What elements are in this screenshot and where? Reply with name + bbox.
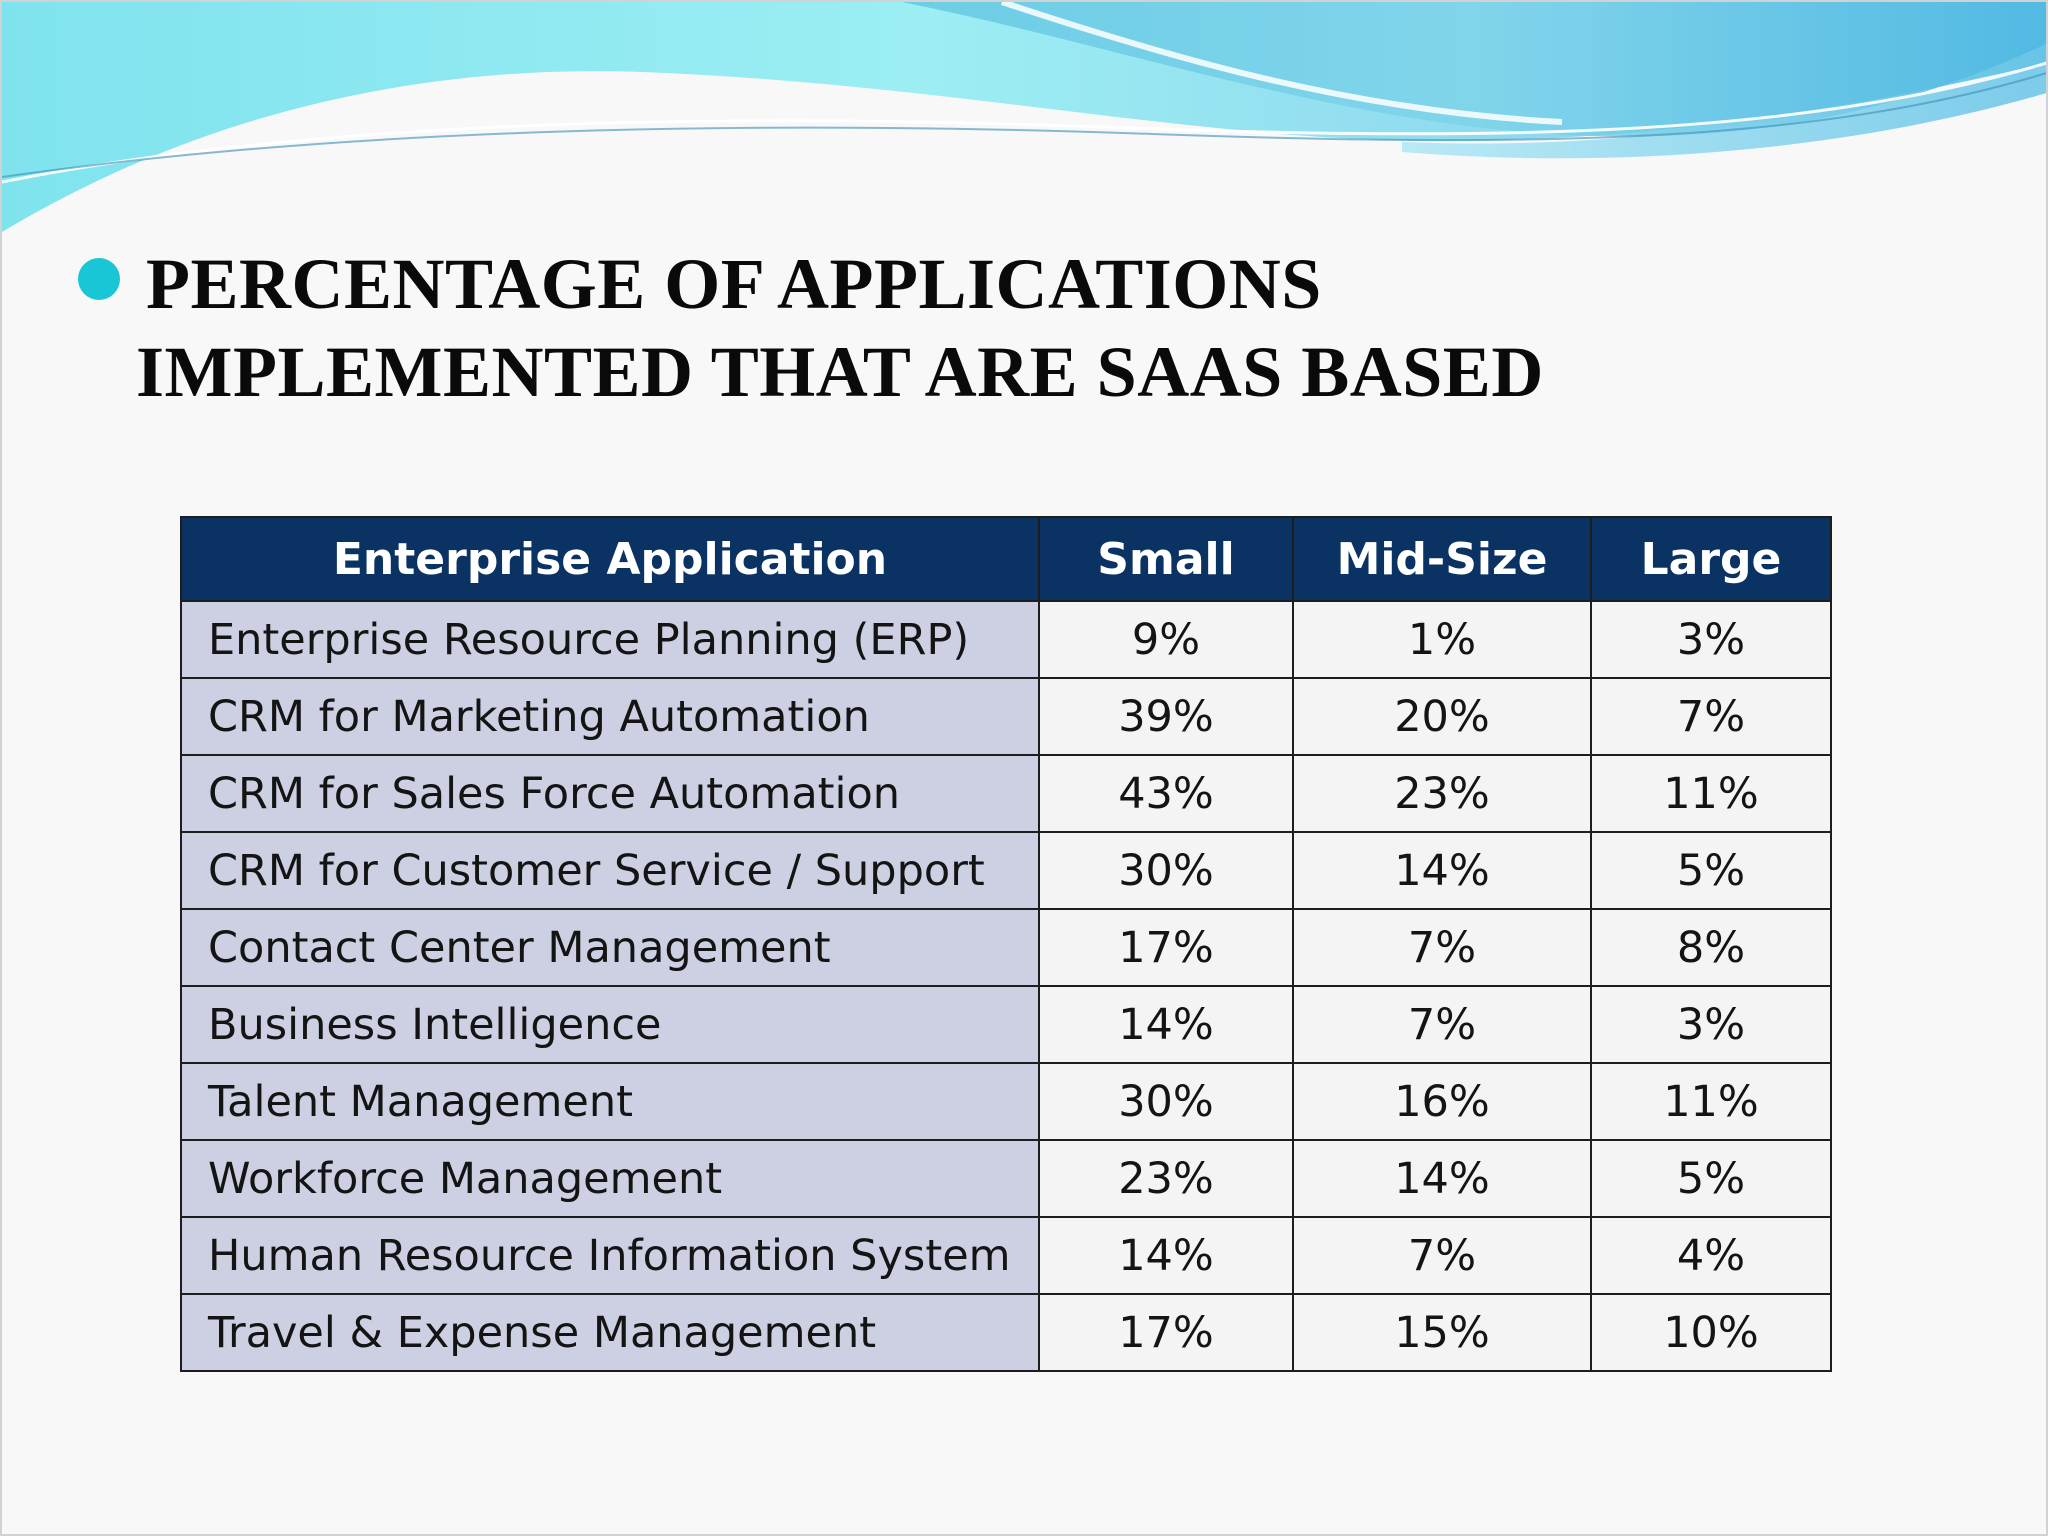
application-name: Human Resource Information System xyxy=(180,1216,1040,1295)
table-row: Business Intelligence 14% 7% 3% xyxy=(180,985,1832,1064)
table-row: Travel & Expense Management 17% 15% 10% xyxy=(180,1293,1832,1372)
wave-header-decoration xyxy=(2,2,2046,232)
slide-title: PERCENTAGE OF APPLICATIONS IMPLEMENTED T… xyxy=(78,240,1778,416)
large-value: 5% xyxy=(1590,831,1832,910)
column-header-large: Large xyxy=(1590,516,1832,602)
table-row: CRM for Sales Force Automation 43% 23% 1… xyxy=(180,754,1832,833)
large-value: 11% xyxy=(1590,754,1832,833)
large-value: 5% xyxy=(1590,1139,1832,1218)
application-name: Workforce Management xyxy=(180,1139,1040,1218)
column-header-application: Enterprise Application xyxy=(180,516,1040,602)
large-value: 11% xyxy=(1590,1062,1832,1141)
table-row: Talent Management 30% 16% 11% xyxy=(180,1062,1832,1141)
column-header-mid-size: Mid-Size xyxy=(1292,516,1592,602)
small-value: 17% xyxy=(1038,908,1294,987)
small-value: 30% xyxy=(1038,831,1294,910)
large-value: 4% xyxy=(1590,1216,1832,1295)
table-header-row: Enterprise Application Small Mid-Size La… xyxy=(180,516,1832,602)
large-value: 7% xyxy=(1590,677,1832,756)
large-value: 10% xyxy=(1590,1293,1832,1372)
application-name: Contact Center Management xyxy=(180,908,1040,987)
mid-size-value: 20% xyxy=(1292,677,1592,756)
application-name: Travel & Expense Management xyxy=(180,1293,1040,1372)
table-row: Enterprise Resource Planning (ERP) 9% 1%… xyxy=(180,600,1832,679)
small-value: 14% xyxy=(1038,985,1294,1064)
mid-size-value: 7% xyxy=(1292,985,1592,1064)
mid-size-value: 16% xyxy=(1292,1062,1592,1141)
mid-size-value: 23% xyxy=(1292,754,1592,833)
application-name: CRM for Customer Service / Support xyxy=(180,831,1040,910)
small-value: 30% xyxy=(1038,1062,1294,1141)
large-value: 3% xyxy=(1590,600,1832,679)
large-value: 8% xyxy=(1590,908,1832,987)
application-name: CRM for Sales Force Automation xyxy=(180,754,1040,833)
column-header-small: Small xyxy=(1038,516,1294,602)
table-row: Workforce Management 23% 14% 5% xyxy=(180,1139,1832,1218)
mid-size-value: 1% xyxy=(1292,600,1592,679)
table-row: Human Resource Information System 14% 7%… xyxy=(180,1216,1832,1295)
mid-size-value: 14% xyxy=(1292,831,1592,910)
title-line-2: IMPLEMENTED THAT ARE SAAS BASED xyxy=(136,332,1544,412)
application-name: Talent Management xyxy=(180,1062,1040,1141)
small-value: 39% xyxy=(1038,677,1294,756)
mid-size-value: 15% xyxy=(1292,1293,1592,1372)
title-text-1: PERCENTAGE OF APPLICATIONS xyxy=(146,244,1322,324)
table-row: CRM for Customer Service / Support 30% 1… xyxy=(180,831,1832,910)
title-line-1: PERCENTAGE OF APPLICATIONS xyxy=(78,240,1778,328)
small-value: 43% xyxy=(1038,754,1294,833)
mid-size-value: 7% xyxy=(1292,1216,1592,1295)
mid-size-value: 14% xyxy=(1292,1139,1592,1218)
application-name: CRM for Marketing Automation xyxy=(180,677,1040,756)
table-row: CRM for Marketing Automation 39% 20% 7% xyxy=(180,677,1832,756)
application-name: Business Intelligence xyxy=(180,985,1040,1064)
table-row: Contact Center Management 17% 7% 8% xyxy=(180,908,1832,987)
large-value: 3% xyxy=(1590,985,1832,1064)
small-value: 23% xyxy=(1038,1139,1294,1218)
mid-size-value: 7% xyxy=(1292,908,1592,987)
small-value: 9% xyxy=(1038,600,1294,679)
bullet-icon xyxy=(78,258,120,300)
small-value: 17% xyxy=(1038,1293,1294,1372)
saas-percentage-table: Enterprise Application Small Mid-Size La… xyxy=(180,516,1832,1372)
application-name: Enterprise Resource Planning (ERP) xyxy=(180,600,1040,679)
small-value: 14% xyxy=(1038,1216,1294,1295)
